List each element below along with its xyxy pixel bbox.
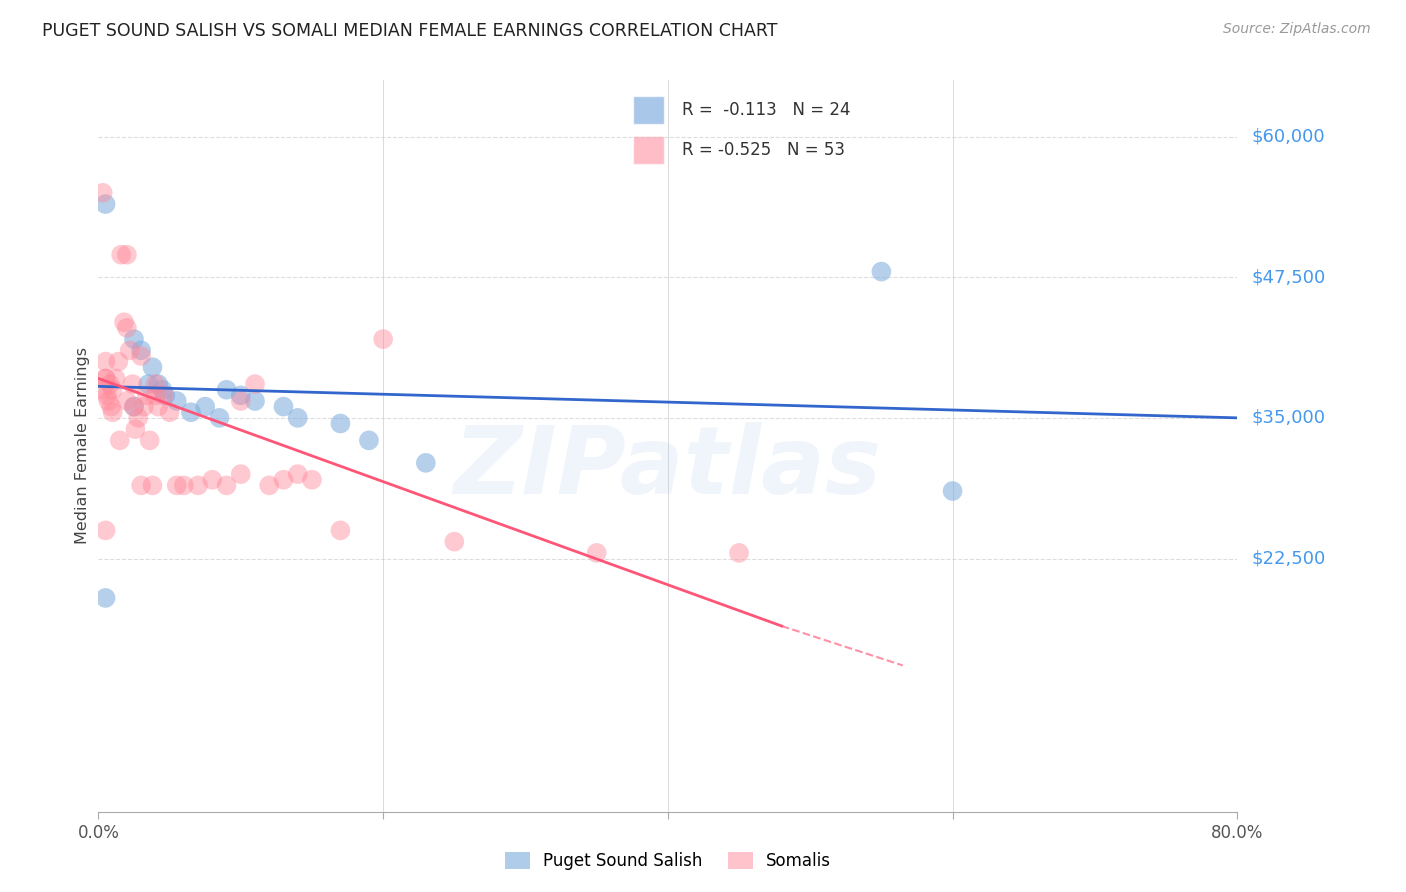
Point bbox=[101, 405, 124, 419]
Point bbox=[141, 478, 163, 492]
Point bbox=[194, 400, 217, 414]
Point bbox=[155, 388, 177, 402]
Point bbox=[166, 394, 188, 409]
Point bbox=[187, 478, 209, 492]
Point bbox=[152, 383, 174, 397]
Point bbox=[329, 417, 352, 431]
Point bbox=[135, 388, 157, 402]
Point bbox=[118, 343, 141, 358]
Point bbox=[94, 371, 117, 385]
Point bbox=[942, 483, 965, 498]
Y-axis label: Median Female Earnings: Median Female Earnings bbox=[75, 348, 90, 544]
Point bbox=[357, 434, 380, 448]
Point bbox=[94, 371, 117, 385]
Point bbox=[115, 248, 138, 262]
Text: R =  -0.113   N = 24: R = -0.113 N = 24 bbox=[682, 101, 851, 119]
Point bbox=[108, 434, 131, 448]
Point bbox=[243, 394, 266, 409]
Point bbox=[229, 388, 252, 402]
Point bbox=[243, 377, 266, 392]
Point bbox=[259, 478, 281, 492]
Point bbox=[148, 400, 170, 414]
Point bbox=[145, 377, 167, 392]
Point bbox=[229, 394, 252, 409]
Point bbox=[112, 315, 135, 329]
Point bbox=[122, 400, 145, 414]
Point bbox=[94, 354, 117, 368]
Point bbox=[115, 321, 138, 335]
Point bbox=[329, 524, 352, 538]
Text: Source: ZipAtlas.com: Source: ZipAtlas.com bbox=[1223, 22, 1371, 37]
Point bbox=[215, 383, 238, 397]
Point bbox=[94, 197, 117, 211]
Point bbox=[208, 410, 231, 425]
Point bbox=[121, 377, 143, 392]
Point bbox=[124, 422, 146, 436]
Point bbox=[94, 524, 117, 538]
Point bbox=[110, 248, 132, 262]
Point bbox=[153, 388, 176, 402]
Point bbox=[229, 467, 252, 482]
Point bbox=[132, 400, 155, 414]
Point bbox=[870, 264, 893, 278]
Text: $35,000: $35,000 bbox=[1251, 409, 1326, 427]
Point bbox=[159, 405, 181, 419]
Point bbox=[145, 388, 167, 402]
Point bbox=[141, 360, 163, 375]
Point bbox=[129, 478, 152, 492]
Point bbox=[166, 478, 188, 492]
Text: PUGET SOUND SALISH VS SOMALI MEDIAN FEMALE EARNINGS CORRELATION CHART: PUGET SOUND SALISH VS SOMALI MEDIAN FEMA… bbox=[42, 22, 778, 40]
Text: $60,000: $60,000 bbox=[1251, 128, 1324, 145]
Point bbox=[373, 332, 395, 346]
Point bbox=[138, 434, 160, 448]
Point bbox=[585, 546, 607, 560]
Point bbox=[215, 478, 238, 492]
Point bbox=[443, 534, 465, 549]
Point bbox=[115, 394, 138, 409]
Text: $22,500: $22,500 bbox=[1251, 549, 1326, 567]
Point bbox=[91, 383, 114, 397]
Point bbox=[98, 377, 121, 392]
Bar bbox=[633, 96, 664, 124]
Point bbox=[273, 473, 295, 487]
Point bbox=[173, 478, 195, 492]
Point bbox=[104, 371, 127, 385]
Bar bbox=[633, 136, 664, 164]
Point bbox=[94, 591, 117, 605]
Legend: Puget Sound Salish, Somalis: Puget Sound Salish, Somalis bbox=[498, 845, 838, 877]
Point bbox=[287, 410, 309, 425]
Point bbox=[273, 400, 295, 414]
Point bbox=[415, 456, 437, 470]
Point bbox=[148, 377, 170, 392]
Point bbox=[728, 546, 751, 560]
Point bbox=[91, 186, 114, 200]
Point bbox=[301, 473, 323, 487]
Text: $47,500: $47,500 bbox=[1251, 268, 1326, 286]
Point bbox=[100, 400, 122, 414]
Point bbox=[129, 343, 152, 358]
Point bbox=[201, 473, 224, 487]
Point bbox=[180, 405, 202, 419]
Point bbox=[287, 467, 309, 482]
Point bbox=[122, 332, 145, 346]
Text: ZIPatlas: ZIPatlas bbox=[454, 422, 882, 514]
Point bbox=[97, 394, 120, 409]
Point bbox=[96, 388, 118, 402]
Point bbox=[136, 377, 159, 392]
Point bbox=[101, 383, 124, 397]
Point bbox=[107, 354, 129, 368]
Point bbox=[127, 410, 149, 425]
Point bbox=[122, 400, 145, 414]
Text: R = -0.525   N = 53: R = -0.525 N = 53 bbox=[682, 141, 845, 160]
Point bbox=[129, 349, 152, 363]
